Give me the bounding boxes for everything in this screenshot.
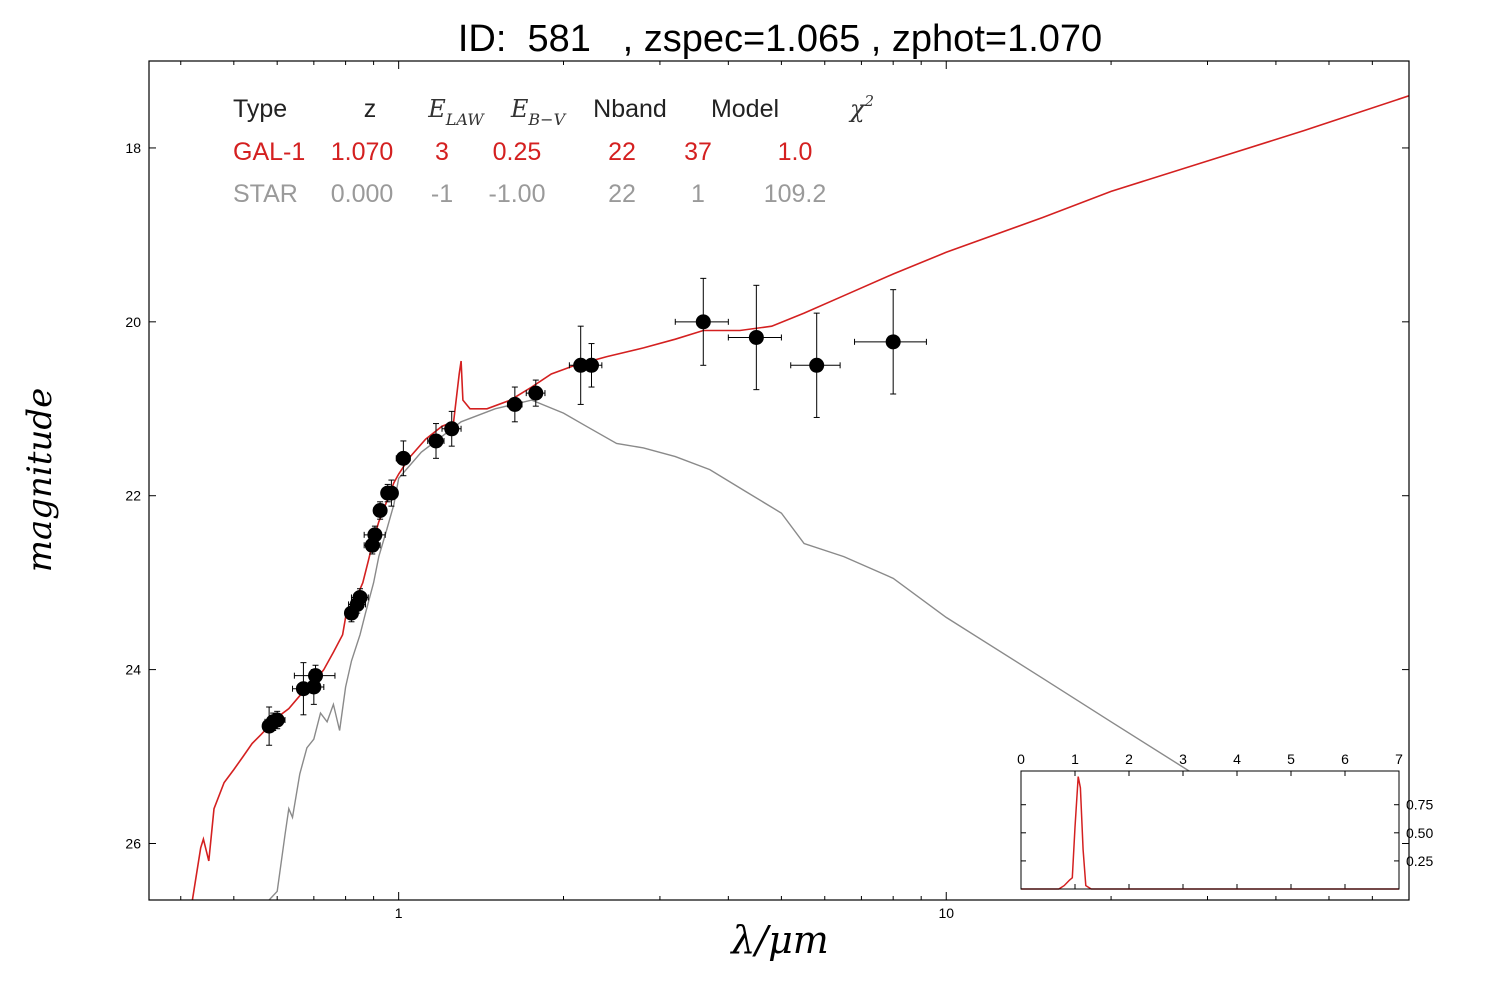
data-marker [507,396,523,412]
inset-frame [1020,770,1400,890]
data-point [350,588,369,607]
data-point [268,710,286,730]
data-marker [395,450,411,466]
redshift-pdf-inset: 0 1 2 3 4 5 6 7 0.25 0.50 0.75 [1017,751,1433,890]
y-tick-label: 26 [125,835,141,851]
table-header: z [364,95,377,123]
data-point [427,423,445,459]
data-marker [306,679,322,695]
data-marker [367,527,383,543]
data-point [790,312,841,418]
x-tick-label: 1 [395,905,403,921]
series-line-gal-1 [191,95,1409,900]
data-marker [308,668,324,684]
table-cell: 22 [608,180,636,208]
inset-x-tick-label: 4 [1233,751,1241,767]
data-marker [584,357,600,373]
plot-frame [148,60,1410,901]
table-cell: 1.0 [778,138,813,166]
data-point [525,379,546,407]
data-marker [528,385,544,401]
y-tick-label: 20 [125,314,141,330]
table-header: Nband [593,95,667,123]
data-marker [352,589,368,605]
table-header: Type [233,95,287,123]
series-line-star [268,399,1373,900]
data-point [854,289,927,395]
table-cell: -1 [431,180,453,208]
table-header: ELAW [427,95,485,129]
table-cell: STAR [233,180,298,208]
data-marker [428,433,444,449]
data-marker [885,334,901,350]
data-marker [372,502,388,518]
data-point [727,284,782,391]
data-point [674,277,729,366]
table-header: Model [711,95,779,123]
inset-x-tick-label: 0 [1017,751,1025,767]
inset-x-tick-label: 6 [1341,751,1349,767]
table-cell: 1 [691,180,705,208]
inset-x-tick-label: 5 [1287,751,1295,767]
data-point [383,479,399,507]
chart-title: ID: 581 , zspec=1.065 , zphot=1.070 [457,18,1103,60]
data-marker [809,357,825,373]
table-cell: 109.2 [764,180,827,208]
table-cell: GAL-1 [233,138,305,166]
data-marker [695,314,711,330]
data-point [372,501,388,520]
table-cell: 3 [435,138,449,166]
data-point [395,440,411,477]
data-marker [444,421,460,437]
inset-x-tick-label: 7 [1395,751,1403,767]
table-header: χ2 [848,92,874,123]
fit-results-table: Type z ELAW EB−V Nband Model χ2 GAL-1 1.070 3 0.25… [233,92,874,208]
table-cell: 37 [684,138,712,166]
inset-y-tick-label: 0.25 [1406,853,1433,869]
x-axis-label: λ/μm [731,918,829,962]
inset-pdf-line [1021,776,1399,890]
data-point [506,386,523,423]
y-tick-label: 24 [125,662,141,678]
y-tick-label: 18 [125,140,141,156]
inset-y-tick-label: 0.75 [1406,797,1433,813]
table-header: EB−V [510,95,567,129]
inset-x-tick-label: 1 [1071,751,1079,767]
table-cell: 1.070 [331,138,394,166]
y-tick-label: 22 [125,488,141,504]
table-cell: -1.00 [489,180,546,208]
data-point [580,343,603,388]
data-point [441,410,462,447]
data-marker [748,329,764,345]
inset-x-tick-label: 3 [1179,751,1187,767]
inset-y-tick-label: 0.50 [1406,825,1433,841]
data-point [293,664,336,687]
data-marker [269,712,285,728]
table-cell: 22 [608,138,636,166]
table-cell: 0.25 [493,138,542,166]
x-tick-label: 10 [938,905,954,921]
data-point [363,525,386,545]
table-cell: 0.000 [331,180,394,208]
data-marker [383,485,399,501]
inset-x-tick-label: 2 [1125,751,1133,767]
